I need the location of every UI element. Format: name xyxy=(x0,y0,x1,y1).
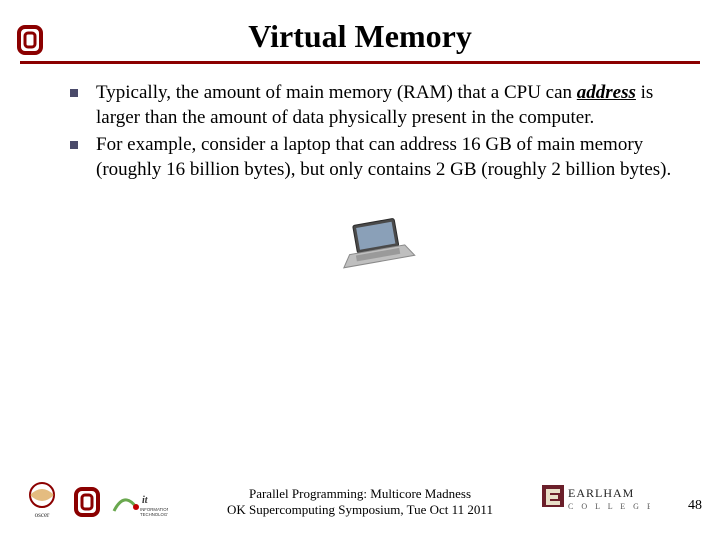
footer-line1: Parallel Programming: Multicore Madness xyxy=(200,486,520,502)
svg-text:it: it xyxy=(142,495,149,506)
bullet-item: Typically, the amount of main memory (RA… xyxy=(70,80,680,130)
ou-small-logo-icon xyxy=(72,485,102,524)
bullet-icon xyxy=(70,89,78,97)
earlham-text-top: EARLHAM xyxy=(568,486,634,500)
svg-text:TECHNOLOGY: TECHNOLOGY xyxy=(140,512,168,517)
footer-line2: OK Supercomputing Symposium, Tue Oct 11 … xyxy=(200,502,520,518)
footer-text: Parallel Programming: Multicore Madness … xyxy=(200,486,520,519)
bullet-emph: address xyxy=(577,82,636,103)
earlham-text-bottom: C O L L E G E xyxy=(568,502,650,511)
laptop-figure xyxy=(70,216,680,270)
oscer-logo-icon: oscer xyxy=(20,479,64,524)
earlham-logo-icon: EARLHAM C O L L E G E xyxy=(540,479,650,520)
title-rule xyxy=(20,61,700,64)
bullet-pre: For example, consider a laptop that can … xyxy=(96,134,671,180)
slide-content: Typically, the amount of main memory (RA… xyxy=(0,64,720,270)
ou-logo-icon xyxy=(16,24,44,56)
slide-footer: oscer it INFORMATION TECHNOLOGY xyxy=(0,474,720,528)
footer-logos-left: oscer it INFORMATION TECHNOLOGY xyxy=(20,479,168,524)
bullet-item: For example, consider a laptop that can … xyxy=(70,132,680,182)
laptop-icon xyxy=(330,216,420,270)
oscer-label: oscer xyxy=(35,511,50,519)
page-number: 48 xyxy=(688,498,702,514)
slide-title: Virtual Memory xyxy=(0,18,720,55)
bullet-text: For example, consider a laptop that can … xyxy=(96,132,680,182)
slide: Virtual Memory Typically, the amount of … xyxy=(0,0,720,540)
bullet-icon xyxy=(70,141,78,149)
slide-header: Virtual Memory xyxy=(0,0,720,64)
bullet-pre: Typically, the amount of main memory (RA… xyxy=(96,82,577,103)
footer-logos-right: EARLHAM C O L L E G E xyxy=(540,479,650,520)
it-logo-icon: it INFORMATION TECHNOLOGY xyxy=(110,489,168,524)
bullet-text: Typically, the amount of main memory (RA… xyxy=(96,80,680,130)
